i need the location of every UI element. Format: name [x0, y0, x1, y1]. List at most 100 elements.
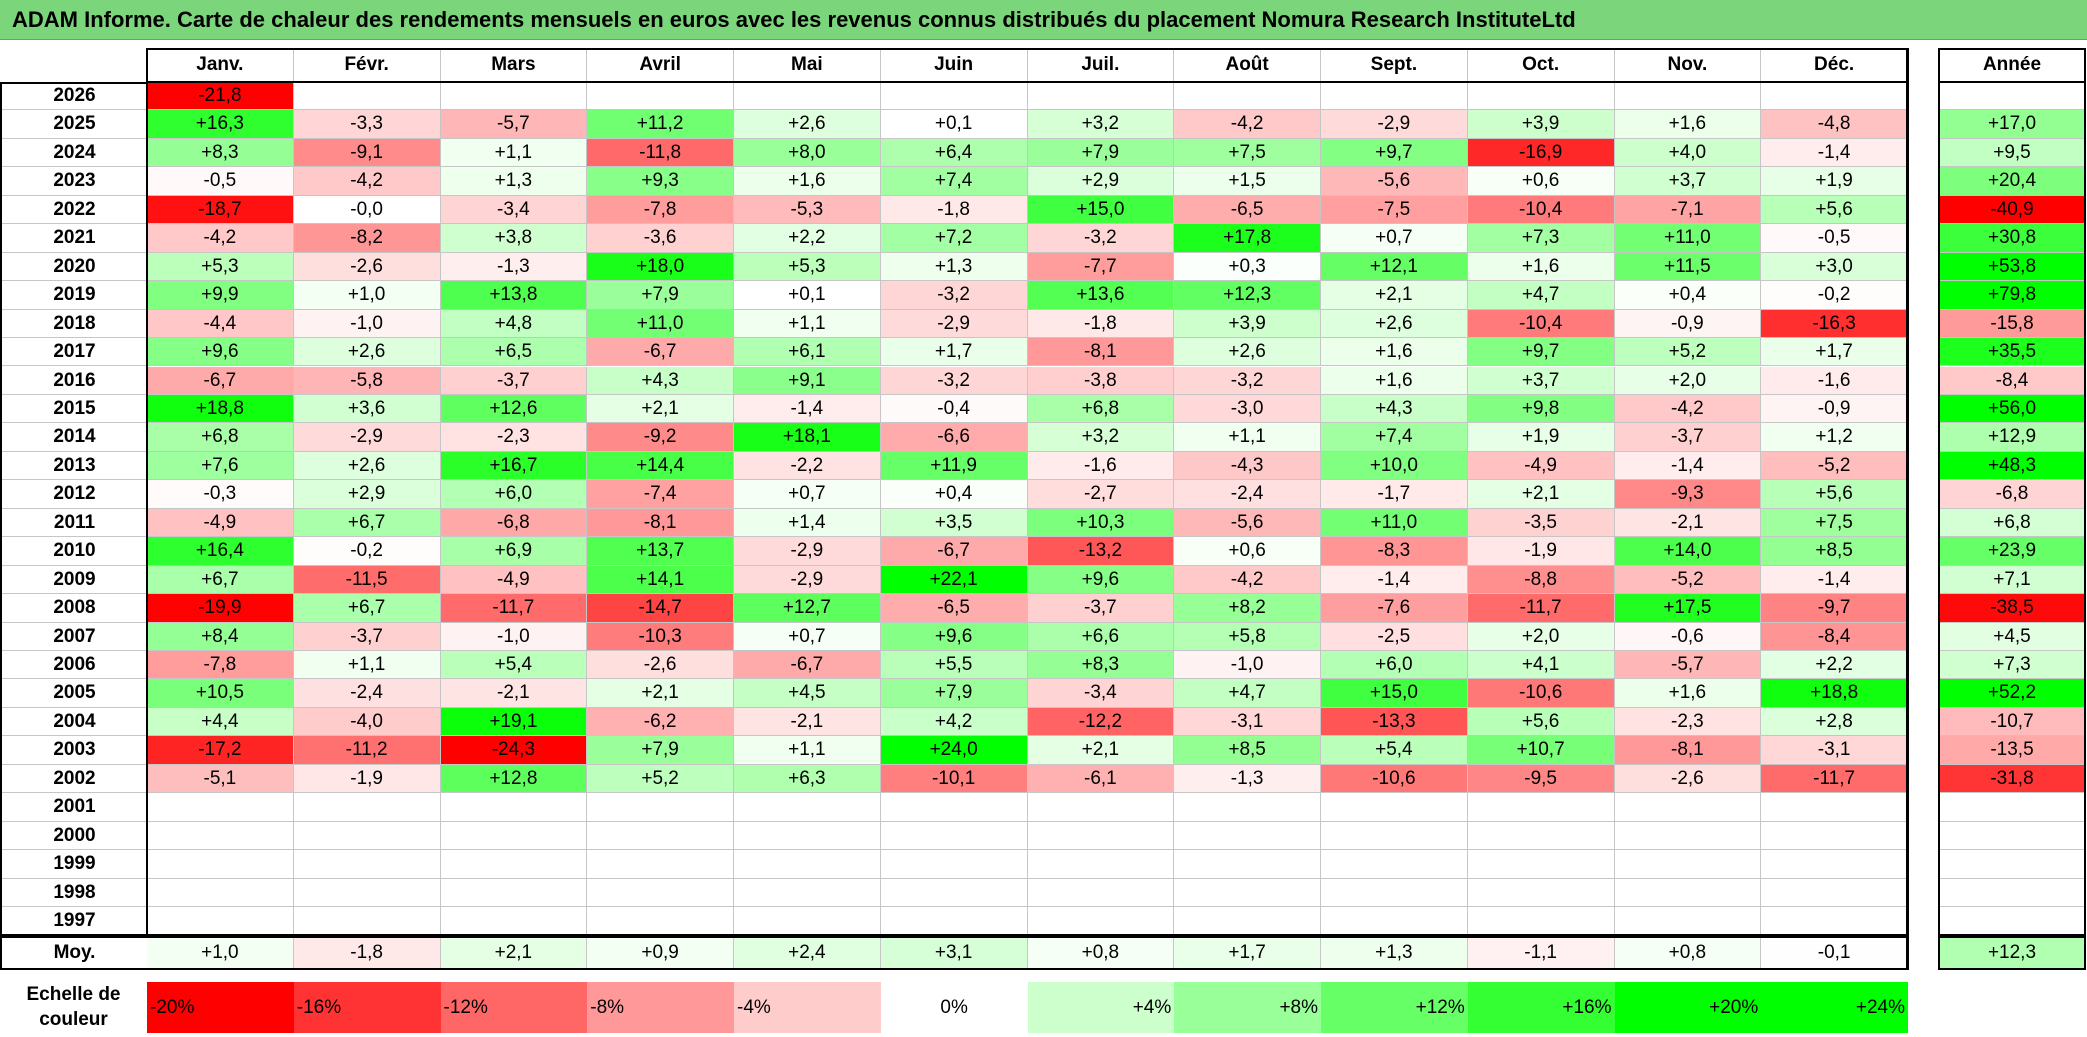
heatmap-cell-2017-9: +1,6: [1321, 338, 1468, 367]
heatmap-cell-2005-12: +18,8: [1761, 679, 1908, 708]
heatmap-cell-2013-12: -5,2: [1761, 451, 1908, 481]
heatmap-cell-2021-12: -0,5: [1761, 224, 1908, 253]
heatmap-cell-2008-9: -7,6: [1321, 594, 1468, 623]
heatmap-cell-2002-1: -5,1: [147, 764, 294, 794]
heatmap-cell-2026-5: [734, 82, 881, 111]
heatmap-cell-2010-5: -2,9: [734, 537, 881, 566]
heatmap-cell-1998-9: [1321, 878, 1468, 908]
heatmap-cell-2000-1: [147, 821, 294, 851]
heatmap-cell-2026-4: [587, 82, 734, 111]
annual-cell-2003: -13,5: [1939, 736, 2085, 765]
heatmap-cell-2009-7: +9,6: [1027, 565, 1175, 595]
year-label-2010: 2010: [2, 537, 147, 566]
heatmap-cell-2025-6: +0,1: [880, 110, 1028, 139]
heatmap-cell-2012-5: +0,7: [734, 480, 881, 509]
heatmap-cell-2024-3: +1,1: [440, 138, 588, 168]
heatmap-cell-2016-9: +1,6: [1321, 366, 1468, 395]
heatmap-cell-1998-4: [587, 878, 734, 908]
heatmap-cell-2011-5: +1,4: [734, 508, 881, 538]
scale-swatch-10: +16%: [1467, 982, 1615, 1033]
heatmap-cell-1999-10: [1467, 850, 1615, 879]
annual-cell-2012: -6,8: [1939, 480, 2085, 509]
heatmap-cell-2007-10: +2,0: [1467, 622, 1615, 651]
heatmap-cell-2019-2: +1,0: [293, 281, 441, 310]
heatmap-cell-2022-9: -7,5: [1321, 195, 1468, 225]
heatmap-cell-2025-1: +16,3: [147, 110, 294, 139]
heatmap-cell-2003-10: +10,7: [1467, 736, 1615, 765]
heatmap-cell-2019-7: +13,6: [1027, 281, 1175, 310]
heatmap-cell-2008-5: +12,7: [734, 594, 881, 623]
scale-swatch-3: -12%: [440, 982, 588, 1033]
annual-cell-2020: +53,8: [1939, 252, 2085, 282]
year-label-2000: 2000: [2, 822, 147, 851]
heatmap-cell-2021-2: -8,2: [293, 224, 441, 253]
heatmap-cell-2019-12: -0,2: [1761, 281, 1908, 310]
heatmap-cell-2022-1: -18,7: [147, 195, 294, 225]
heatmap-cell-2004-6: +4,2: [880, 707, 1028, 737]
heatmap-cell-2004-7: -12,2: [1027, 707, 1175, 737]
heatmap-cell-2004-4: -6,2: [587, 707, 734, 737]
heatmap-cell-2011-12: +7,5: [1761, 508, 1908, 538]
heatmap-cell-2010-6: -6,7: [880, 537, 1028, 566]
heatmap-cell-2005-3: -2,1: [440, 679, 588, 708]
heatmap-cell-2000-9: [1321, 821, 1468, 851]
heatmap-cell-2008-12: -9,7: [1761, 594, 1908, 623]
heatmap-cell-2000-5: [734, 821, 881, 851]
heatmap-cell-1999-4: [587, 850, 734, 879]
average-cell-7: +0,8: [1027, 937, 1175, 968]
heatmap-cell-1997-12: [1761, 907, 1908, 936]
heatmap-cell-2020-4: +18,0: [587, 252, 734, 282]
heatmap-cell-2021-6: +7,2: [880, 224, 1028, 253]
heatmap-cell-2011-1: -4,9: [147, 508, 294, 538]
heatmap-cell-2024-1: +8,3: [147, 138, 294, 168]
heatmap-cell-1998-7: [1027, 878, 1175, 908]
heatmap-cell-2024-12: -1,4: [1761, 138, 1908, 168]
annual-cell-2017: +35,5: [1939, 338, 2085, 367]
average-cell-5: +2,4: [734, 937, 881, 968]
heatmap-cell-2019-4: +7,9: [587, 281, 734, 310]
heatmap-cell-2002-10: -9,5: [1467, 764, 1615, 794]
average-cell-11: +0,8: [1614, 937, 1762, 968]
heatmap-cell-2018-2: -1,0: [293, 309, 441, 339]
heatmap-cell-2003-5: +1,1: [734, 736, 881, 765]
heatmap-cell-2017-5: +6,1: [734, 338, 881, 367]
heatmap-cell-2022-4: -7,8: [587, 195, 734, 225]
heatmap-cell-2013-7: -1,6: [1027, 451, 1175, 481]
heatmap-cell-2011-6: +3,5: [880, 508, 1028, 538]
heatmap-cell-2015-2: +3,6: [293, 394, 441, 424]
heatmap-cell-2024-8: +7,5: [1174, 138, 1321, 168]
chart-title: ADAM Informe. Carte de chaleur des rende…: [0, 0, 2087, 40]
heatmap-cell-2011-7: +10,3: [1027, 508, 1175, 538]
heatmap-cell-2018-5: +1,1: [734, 309, 881, 339]
heatmap-cell-2020-12: +3,0: [1761, 252, 1908, 282]
heatmap-cell-2015-7: +6,8: [1027, 394, 1175, 424]
heatmap-cell-2023-6: +7,4: [880, 167, 1028, 196]
annual-cell-2015: +56,0: [1939, 394, 2085, 424]
heatmap-cell-2011-9: +11,0: [1321, 508, 1468, 538]
heatmap-cell-2007-9: -2,5: [1321, 622, 1468, 651]
heatmap-cell-2012-12: +5,6: [1761, 480, 1908, 509]
heatmap-cell-2009-6: +22,1: [880, 565, 1028, 595]
col-header-aout: Août: [1174, 48, 1321, 81]
average-cell-6: +3,1: [880, 937, 1028, 968]
heatmap-cell-2004-2: -4,0: [293, 707, 441, 737]
heatmap-cell-2020-3: -1,3: [440, 252, 588, 282]
heatmap-cell-2008-1: -19,9: [147, 594, 294, 623]
heatmap-cell-2015-12: -0,9: [1761, 394, 1908, 424]
heatmap-cell-1997-10: [1467, 907, 1615, 936]
average-cell-2: -1,8: [293, 937, 441, 968]
heatmap-cell-2018-6: -2,9: [880, 309, 1028, 339]
heatmap-cell-2011-11: -2,1: [1614, 508, 1762, 538]
heatmap-cell-2009-2: -11,5: [293, 565, 441, 595]
heatmap-cell-2019-8: +12,3: [1174, 281, 1321, 310]
heatmap-cell-2000-7: [1027, 821, 1175, 851]
annual-cell-2013: +48,3: [1939, 451, 2085, 481]
heatmap-cell-2019-5: +0,1: [734, 281, 881, 310]
annual-cell-2008: -38,5: [1939, 594, 2085, 623]
year-label-2014: 2014: [2, 423, 147, 452]
col-header-fevr: Févr.: [294, 48, 441, 81]
heatmap-cell-2003-3: -24,3: [440, 736, 588, 765]
year-label-2026: 2026: [2, 82, 147, 111]
scale-label-line1: Echelle de: [26, 984, 121, 1005]
col-header-sept: Sept.: [1321, 48, 1468, 81]
